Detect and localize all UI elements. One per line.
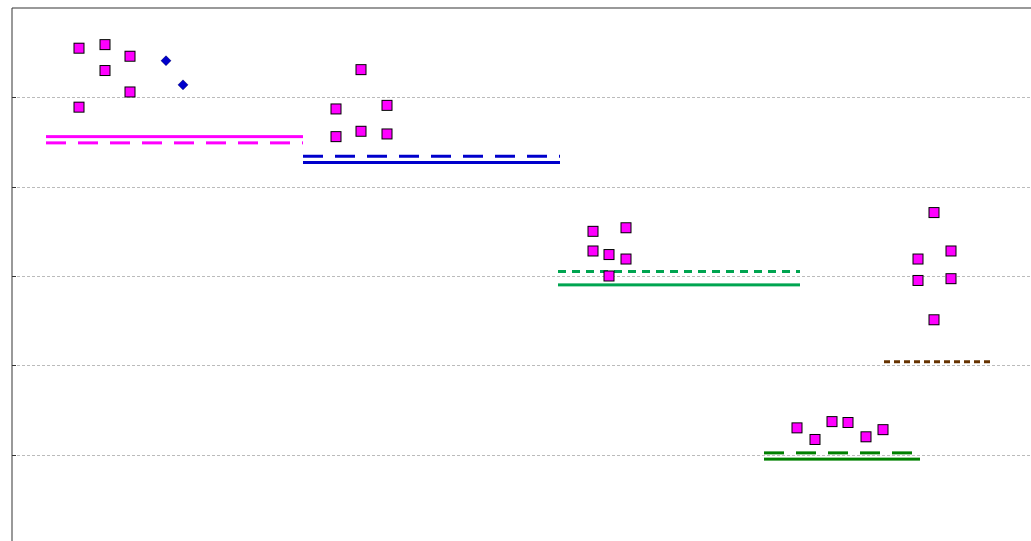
- data-point-square-13: [620, 222, 632, 234]
- data-point-square-10: [330, 131, 342, 143]
- data-point-square-5: [73, 101, 85, 113]
- reference-lines: [46, 135, 990, 461]
- data-point-square-26: [826, 416, 838, 428]
- data-point-diamond-1: [177, 79, 189, 91]
- data-point-square-7: [330, 103, 342, 115]
- data-point-square-23: [928, 314, 940, 326]
- data-point-square-25: [809, 433, 821, 445]
- gridlines: [12, 97, 1031, 456]
- data-point-square-8: [355, 125, 367, 137]
- data-point-square-4: [124, 86, 136, 98]
- data-point-square-2: [99, 65, 111, 77]
- data-point-square-18: [928, 207, 940, 219]
- data-point-square-1: [99, 39, 111, 51]
- data-point-square-17: [603, 270, 615, 282]
- data-point-square-15: [603, 249, 615, 261]
- data-point-diamond-0: [160, 55, 172, 67]
- data-point-square-29: [877, 424, 889, 436]
- data-point-square-11: [381, 128, 393, 140]
- data-point-square-3: [124, 50, 136, 62]
- data-point-square-16: [620, 253, 632, 265]
- data-point-square-14: [587, 245, 599, 257]
- data-point-square-19: [912, 253, 924, 265]
- data-point-square-22: [945, 273, 957, 285]
- data-point-square-27: [842, 417, 854, 429]
- data-points: [73, 39, 957, 445]
- data-point-square-0: [73, 42, 85, 54]
- y-axis-ticks: [12, 97, 16, 456]
- data-point-square-12: [587, 225, 599, 237]
- data-point-square-24: [791, 422, 803, 434]
- data-point-square-9: [381, 99, 393, 111]
- data-point-square-28: [860, 431, 872, 443]
- data-point-square-21: [912, 274, 924, 286]
- data-point-square-20: [945, 245, 957, 257]
- data-point-square-6: [355, 64, 367, 76]
